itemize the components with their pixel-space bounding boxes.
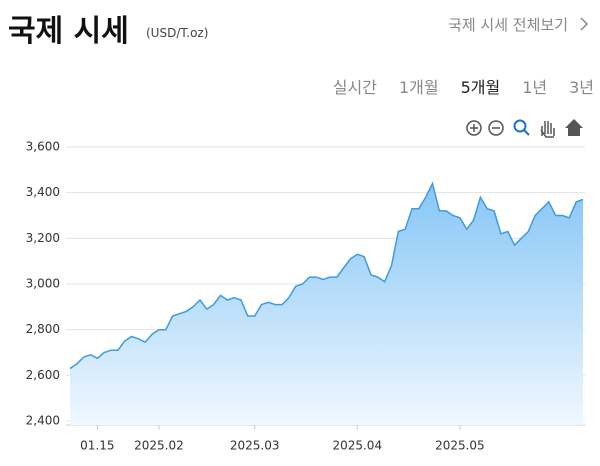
y-tick-label: 2,600 <box>26 368 60 382</box>
title: 국제 시세 <box>8 14 129 49</box>
x-tick-label: 2025.04 <box>332 439 382 453</box>
y-tick-label: 3,200 <box>26 231 60 245</box>
y-tick-label: 2,800 <box>26 322 60 336</box>
tab[interactable]: 1개월 <box>398 78 439 97</box>
area <box>70 183 583 425</box>
zoom-in[interactable] <box>466 120 482 136</box>
home[interactable] <box>565 119 583 136</box>
tab[interactable]: 3년 <box>569 78 594 97</box>
tab[interactable]: 1년 <box>522 78 548 97</box>
unit: (USD/T.oz) <box>146 26 209 40</box>
y-tick-label: 3,600 <box>26 140 60 154</box>
chevron[interactable] <box>578 16 590 32</box>
y-tick-label: 2,400 <box>26 414 60 428</box>
toolbar <box>466 119 583 138</box>
tab[interactable]: 5개월 <box>460 78 501 97</box>
line <box>69 181 584 370</box>
pan[interactable] <box>540 121 555 138</box>
y-tick-label: 3,400 <box>26 185 60 199</box>
x-tick-label: 2025.03 <box>230 439 280 453</box>
tabs: 실시간 1개월 5개월 1년 3년 <box>333 74 594 98</box>
zoom-select[interactable] <box>513 119 530 136</box>
view-all-link[interactable]: 국제 시세 전체보기 <box>448 16 568 34</box>
tab[interactable]: 실시간 <box>332 78 377 97</box>
x-tick-label: 2025.02 <box>134 439 184 453</box>
x-tick-label: 2025.05 <box>435 439 485 453</box>
x-tick-label: 01.15 <box>80 439 114 453</box>
zoom-out[interactable] <box>488 120 504 136</box>
y-tick-label: 3,000 <box>26 277 60 291</box>
